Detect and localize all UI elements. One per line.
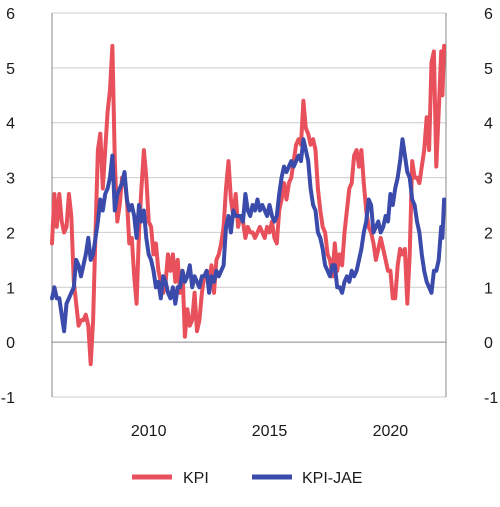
x-axis: 2010 2015 2020 (131, 423, 408, 440)
y-tick-label-left: 2 (6, 225, 15, 242)
y-tick-label-right: 3 (484, 171, 493, 188)
y-tick-label-left: 5 (6, 61, 15, 78)
y-tick-label-right: 4 (484, 116, 493, 133)
y-tick-label-left: 3 (6, 171, 15, 188)
y-tick-label-left: 0 (6, 335, 15, 352)
legend-label-kpi-jae: KPI-JAE (302, 470, 362, 487)
series-group (50, 43, 447, 367)
grid-lines (52, 12, 446, 398)
y-tick-label-left: 4 (6, 116, 15, 133)
legend: KPI KPI-JAE (132, 470, 362, 487)
y-tick-label-right: 0 (484, 335, 493, 352)
y-tick-label-right: 2 (484, 225, 493, 242)
y-tick-label-right: 6 (484, 6, 493, 23)
series-line-kpi (50, 43, 447, 367)
series-line-kpi-jae (50, 137, 447, 334)
right-y-axis: -1 0 1 2 3 4 5 6 (484, 6, 498, 407)
y-tick-label-right: 5 (484, 61, 493, 78)
y-tick-label-left: -1 (1, 390, 15, 407)
y-tick-label-left: 1 (6, 280, 15, 297)
legend-label-kpi: KPI (183, 470, 209, 487)
x-tick-label: 2015 (252, 423, 288, 440)
y-tick-label-right: 1 (484, 280, 493, 297)
y-tick-label-left: 6 (6, 6, 15, 23)
x-tick-label: 2010 (131, 423, 167, 440)
left-y-axis: -1 0 1 2 3 4 5 6 (1, 6, 15, 407)
y-tick-label-right: -1 (484, 390, 498, 407)
x-tick-label: 2020 (373, 423, 409, 440)
